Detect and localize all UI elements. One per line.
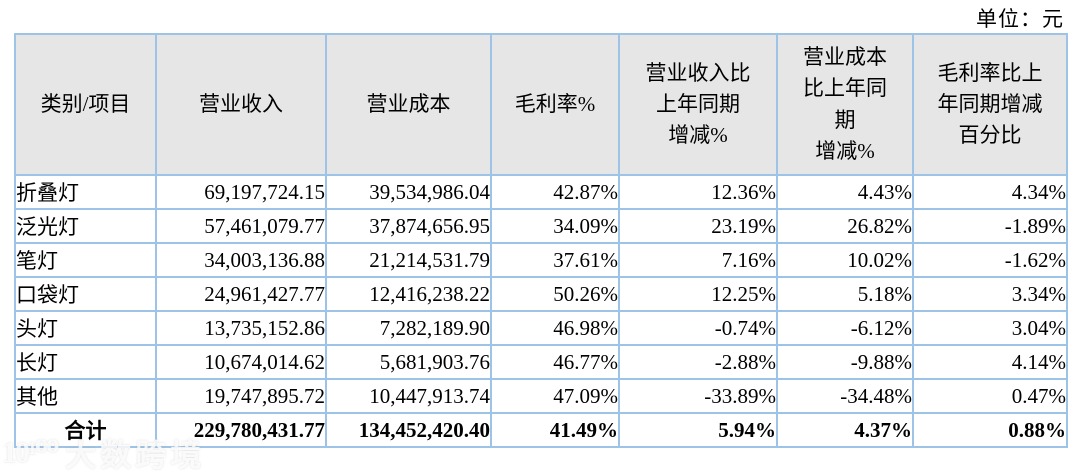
value-cell: 39,534,986.04 <box>325 174 492 210</box>
value-cell: 13,735,152.86 <box>155 310 327 346</box>
value-cell: 3.04% <box>912 310 1068 346</box>
value-cell: 0.88% <box>912 412 1068 448</box>
value-cell: 5.94% <box>618 412 778 448</box>
value-cell: 46.77% <box>490 344 620 380</box>
value-cell: 12,416,238.22 <box>325 276 492 312</box>
header-margin-yoy: 毛利率比上 年同期增减 百分比 <box>912 33 1068 176</box>
value-cell: 47.09% <box>490 378 620 414</box>
value-cell: 41.49% <box>490 412 620 448</box>
value-cell: 26.82% <box>776 208 914 244</box>
value-cell: -1.89% <box>912 208 1068 244</box>
value-cell: 21,214,531.79 <box>325 242 492 278</box>
category-cell: 头灯 <box>14 310 157 346</box>
value-cell: 37,874,656.95 <box>325 208 492 244</box>
value-cell: 7.16% <box>618 242 778 278</box>
value-cell: 37.61% <box>490 242 620 278</box>
financial-table: 类别/项目 营业收入 营业成本 毛利率% 营业收入比 上年同期 增减% 营业成本… <box>14 33 1068 448</box>
value-cell: 23.19% <box>618 208 778 244</box>
header-row: 类别/项目 营业收入 营业成本 毛利率% 营业收入比 上年同期 增减% 营业成本… <box>14 33 1068 176</box>
value-cell: 10,447,913.74 <box>325 378 492 414</box>
value-cell: -2.88% <box>618 344 778 380</box>
header-cost: 营业成本 <box>325 33 492 176</box>
value-cell: 229,780,431.77 <box>155 412 327 448</box>
value-cell: 134,452,420.40 <box>325 412 492 448</box>
value-cell: 4.14% <box>912 344 1068 380</box>
value-cell: 10.02% <box>776 242 914 278</box>
value-cell: 46.98% <box>490 310 620 346</box>
value-cell: 4.34% <box>912 174 1068 210</box>
table-row: 其他 19,747,895.72 10,447,913.74 47.09% -33.89… <box>14 378 1068 414</box>
total-row: 合计 229,780,431.77 134,452,420.40 41.49% 5.94… <box>14 412 1068 448</box>
unit-label: 单位：元 <box>976 7 1064 31</box>
value-cell: 34,003,136.88 <box>155 242 327 278</box>
value-cell: -9.88% <box>776 344 914 380</box>
value-cell: 3.34% <box>912 276 1068 312</box>
table-row: 头灯 13,735,152.86 7,282,189.90 46.98% -0.74% -… <box>14 310 1068 346</box>
header-cost-yoy: 营业成本 比上年同 期 增减% <box>776 33 914 176</box>
category-cell: 泛光灯 <box>14 208 157 244</box>
table-row: 口袋灯 24,961,427.77 12,416,238.22 50.26% 12.25… <box>14 276 1068 312</box>
value-cell: 34.09% <box>490 208 620 244</box>
value-cell: 10,674,014.62 <box>155 344 327 380</box>
value-cell: -0.74% <box>618 310 778 346</box>
table-body: 折叠灯 69,197,724.15 39,534,986.04 42.87% 12.36… <box>14 174 1068 448</box>
header-revenue: 营业收入 <box>155 33 327 176</box>
table-header: 类别/项目 营业收入 营业成本 毛利率% 营业收入比 上年同期 增减% 营业成本… <box>14 33 1068 176</box>
category-cell: 其他 <box>14 378 157 414</box>
category-cell: 长灯 <box>14 344 157 380</box>
value-cell: 5,681,903.76 <box>325 344 492 380</box>
category-cell: 折叠灯 <box>14 174 157 210</box>
value-cell: 0.47% <box>912 378 1068 414</box>
table-row: 泛光灯 57,461,079.77 37,874,656.95 34.09% 23.19… <box>14 208 1068 244</box>
value-cell: 69,197,724.15 <box>155 174 327 210</box>
value-cell: 42.87% <box>490 174 620 210</box>
header-category: 类别/项目 <box>14 33 157 176</box>
header-revenue-yoy: 营业收入比 上年同期 增减% <box>618 33 778 176</box>
value-cell: 5.18% <box>776 276 914 312</box>
category-cell: 笔灯 <box>14 242 157 278</box>
value-cell: 12.36% <box>618 174 778 210</box>
value-cell: 7,282,189.90 <box>325 310 492 346</box>
value-cell: 4.37% <box>776 412 914 448</box>
value-cell: 12.25% <box>618 276 778 312</box>
value-cell: -33.89% <box>618 378 778 414</box>
header-gross-margin: 毛利率% <box>490 33 620 176</box>
value-cell: 57,461,079.77 <box>155 208 327 244</box>
table-row: 长灯 10,674,014.62 5,681,903.76 46.77% -2.88% -… <box>14 344 1068 380</box>
value-cell: -34.48% <box>776 378 914 414</box>
table-row: 笔灯 34,003,136.88 21,214,531.79 37.61% 7.16% 1… <box>14 242 1068 278</box>
category-cell: 合计 <box>14 412 157 448</box>
value-cell: -1.62% <box>912 242 1068 278</box>
table-row: 折叠灯 69,197,724.15 39,534,986.04 42.87% 12.36… <box>14 174 1068 210</box>
value-cell: 50.26% <box>490 276 620 312</box>
value-cell: -6.12% <box>776 310 914 346</box>
value-cell: 24,961,427.77 <box>155 276 327 312</box>
value-cell: 4.43% <box>776 174 914 210</box>
value-cell: 19,747,895.72 <box>155 378 327 414</box>
category-cell: 口袋灯 <box>14 276 157 312</box>
